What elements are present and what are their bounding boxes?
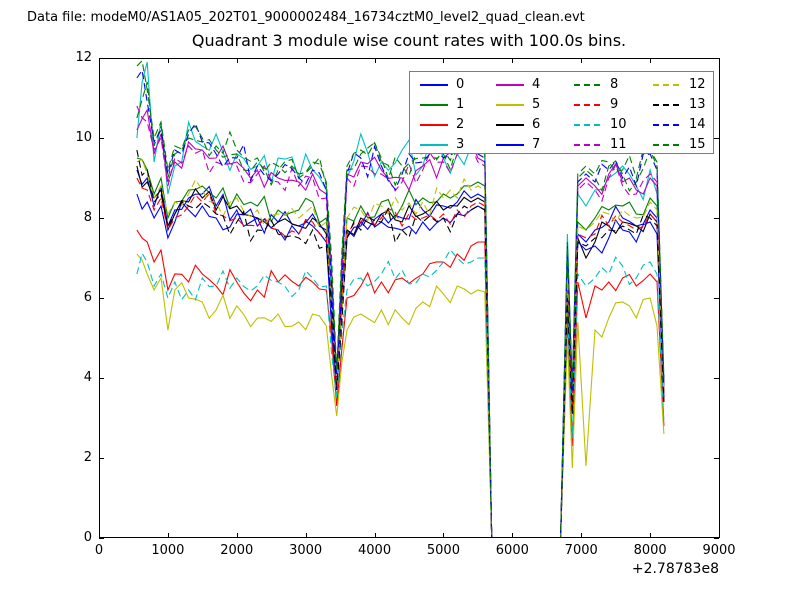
legend-line-sample-13 [653, 104, 681, 106]
legend-label-13: 13 [689, 97, 706, 112]
y-tick-label: 4 [83, 370, 92, 385]
legend-line-sample-7 [496, 144, 524, 146]
legend-line-sample-4 [496, 84, 524, 86]
x-tick-label: 5000 [426, 543, 460, 558]
legend-label-0: 0 [456, 77, 465, 92]
series-14-line [136, 68, 665, 538]
y-tick-label: 12 [75, 50, 92, 65]
series-13-line [136, 149, 665, 538]
legend-item-5: 5 [496, 92, 568, 112]
series-9-line [136, 177, 665, 538]
legend-label-1: 1 [456, 97, 465, 112]
legend-item-11: 11 [574, 132, 646, 152]
legend-label-7: 7 [532, 137, 541, 152]
x-tick-label: 6000 [495, 543, 529, 558]
axes-frame [99, 58, 720, 538]
legend-item-4: 4 [496, 72, 568, 92]
legend-label-4: 4 [532, 77, 541, 92]
y-tick-label: 2 [83, 450, 92, 465]
x-tick-label: 8000 [633, 543, 667, 558]
legend-item-15: 15 [653, 132, 725, 152]
series-2-line [136, 229, 665, 538]
series-0-line [136, 169, 665, 538]
legend-line-sample-14 [653, 124, 681, 126]
legend-line-sample-12 [653, 84, 681, 86]
legend-item-12: 12 [653, 72, 725, 92]
legend-label-10: 10 [610, 117, 627, 132]
legend-item-9: 9 [574, 92, 646, 112]
legend-line-sample-10 [574, 124, 602, 126]
x-tick-label: 3000 [289, 543, 323, 558]
legend-line-sample-5 [496, 104, 524, 106]
legend-line-sample-0 [420, 84, 448, 86]
legend-item-14: 14 [653, 112, 725, 132]
x-tick-label: 4000 [358, 543, 392, 558]
legend: 0 1 2 3 4 5 6 7 8 9 10 11 12 13 14 15 [409, 71, 714, 154]
legend-item-3: 3 [420, 132, 492, 152]
legend-label-3: 3 [456, 137, 465, 152]
legend-item-0: 0 [420, 72, 492, 92]
series-12-line [136, 158, 665, 538]
legend-item-13: 13 [653, 92, 725, 112]
x-axis-offset-label: +2.78783e8 [631, 561, 719, 577]
legend-label-15: 15 [689, 137, 706, 152]
x-tick-label: 1000 [151, 543, 185, 558]
chart-title: Quadrant 3 module wise count rates with … [191, 31, 627, 50]
legend-line-sample-1 [420, 104, 448, 106]
x-tick-label: 7000 [564, 543, 598, 558]
legend-label-6: 6 [532, 117, 541, 132]
series-lines [136, 59, 665, 538]
y-tick-label: 0 [83, 530, 92, 545]
y-tick-label: 10 [75, 130, 92, 145]
legend-item-7: 7 [496, 132, 568, 152]
legend-label-14: 14 [689, 117, 706, 132]
legend-item-10: 10 [574, 112, 646, 132]
series-11-line [136, 105, 665, 538]
legend-item-2: 2 [420, 112, 492, 132]
x-tick-label: 2000 [220, 543, 254, 558]
legend-line-sample-8 [574, 84, 602, 86]
legend-line-sample-2 [420, 124, 448, 126]
series-7-line [136, 193, 665, 538]
series-15-line [136, 59, 665, 538]
legend-item-6: 6 [496, 112, 568, 132]
series-5-line [136, 253, 665, 538]
x-tick-label: 9000 [702, 543, 736, 558]
series-10-line [136, 248, 665, 538]
legend-label-5: 5 [532, 97, 541, 112]
series-1-line [136, 157, 665, 538]
legend-item-8: 8 [574, 72, 646, 92]
legend-line-sample-11 [574, 144, 602, 146]
data-file-label: Data file: modeM0/AS1A05_202T01_90000024… [27, 10, 585, 25]
x-tick-label: 0 [94, 543, 104, 558]
legend-line-sample-3 [420, 144, 448, 146]
y-tick-label: 8 [83, 210, 92, 225]
legend-label-8: 8 [610, 77, 619, 92]
legend-line-sample-9 [574, 104, 602, 106]
legend-line-sample-6 [496, 124, 524, 126]
legend-label-12: 12 [689, 77, 706, 92]
legend-label-9: 9 [610, 97, 619, 112]
legend-label-11: 11 [610, 137, 627, 152]
y-tick-label: 6 [83, 290, 92, 305]
legend-label-2: 2 [456, 117, 465, 132]
legend-line-sample-15 [653, 144, 681, 146]
legend-item-1: 1 [420, 92, 492, 112]
